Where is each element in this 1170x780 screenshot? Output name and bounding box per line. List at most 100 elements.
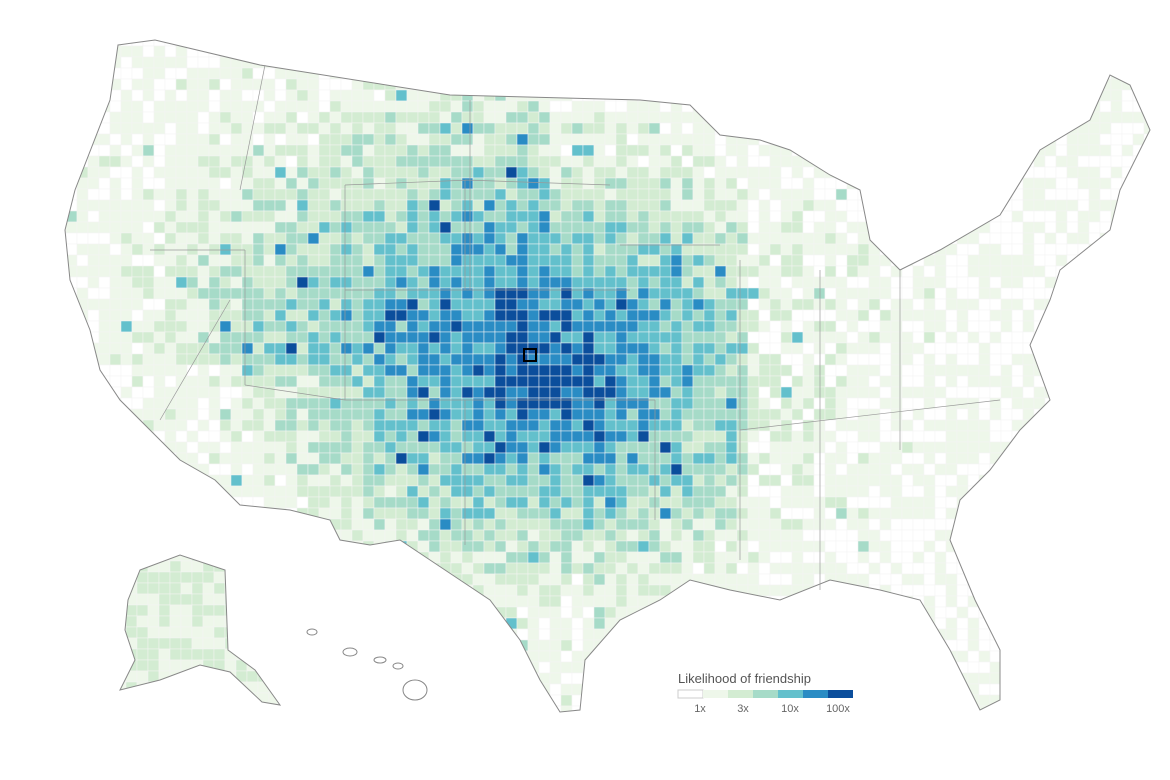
county [1055, 364, 1068, 377]
county [1143, 496, 1150, 509]
county [505, 221, 518, 234]
county [1155, 387, 1166, 398]
county [868, 287, 881, 300]
county [813, 78, 826, 91]
county [901, 331, 914, 344]
county [703, 419, 716, 432]
county [1055, 166, 1068, 179]
county [670, 485, 683, 498]
county [285, 122, 298, 135]
county [142, 67, 155, 80]
county [329, 441, 342, 454]
county [186, 331, 199, 344]
county [956, 298, 969, 311]
county [1132, 375, 1145, 388]
county [296, 474, 309, 487]
county [263, 265, 276, 278]
county [1011, 78, 1024, 91]
county [472, 265, 485, 278]
county [912, 78, 925, 91]
county [1055, 298, 1068, 311]
county [439, 232, 452, 245]
county [318, 166, 331, 179]
county [1099, 529, 1112, 542]
county [582, 529, 595, 542]
county [76, 397, 89, 410]
county [1099, 320, 1112, 333]
county [428, 540, 441, 553]
county [813, 100, 826, 113]
county [1088, 254, 1101, 267]
county [252, 485, 265, 498]
county [835, 122, 848, 135]
county [747, 298, 760, 311]
county [164, 89, 177, 102]
county [846, 331, 859, 344]
county [65, 287, 67, 300]
county [263, 177, 276, 190]
county [197, 265, 210, 278]
county [604, 375, 617, 388]
county [505, 177, 518, 190]
county [923, 562, 936, 575]
county [681, 210, 694, 223]
county [857, 452, 870, 465]
county [384, 56, 397, 69]
county [835, 254, 848, 267]
county [76, 375, 89, 388]
county [582, 45, 595, 58]
county [934, 45, 947, 58]
county [670, 518, 683, 531]
county [758, 122, 771, 135]
county [76, 100, 89, 113]
county [252, 78, 265, 91]
county [505, 166, 518, 179]
county [461, 144, 474, 157]
county [252, 309, 265, 322]
county [648, 199, 661, 212]
county [560, 551, 573, 564]
county [1000, 551, 1013, 564]
county [65, 78, 67, 91]
county [615, 441, 628, 454]
county [1143, 507, 1150, 520]
county [373, 309, 386, 322]
county [1000, 320, 1013, 333]
county [703, 199, 716, 212]
county [362, 496, 375, 509]
county [1066, 133, 1079, 146]
county [1022, 518, 1035, 531]
county [197, 243, 210, 256]
county [329, 573, 342, 586]
county [1132, 188, 1145, 201]
county [494, 507, 507, 520]
county [1155, 211, 1166, 222]
county [219, 529, 232, 542]
county [483, 496, 496, 509]
county [65, 100, 78, 113]
county [571, 67, 584, 80]
county [1099, 551, 1112, 564]
county [219, 309, 232, 322]
county [351, 485, 364, 498]
county [538, 573, 551, 586]
county [1077, 166, 1090, 179]
county [1121, 199, 1134, 212]
county [725, 496, 738, 509]
county [681, 320, 694, 333]
county [318, 331, 331, 344]
county [153, 100, 166, 113]
county [131, 485, 144, 498]
county [758, 155, 771, 168]
county [769, 133, 782, 146]
county [1066, 551, 1079, 564]
county [670, 40, 683, 47]
county [219, 474, 232, 487]
county [934, 540, 947, 553]
county [505, 45, 518, 58]
county [703, 430, 716, 443]
county [714, 419, 727, 432]
county [681, 364, 694, 377]
county [1011, 507, 1024, 520]
county [791, 518, 804, 531]
